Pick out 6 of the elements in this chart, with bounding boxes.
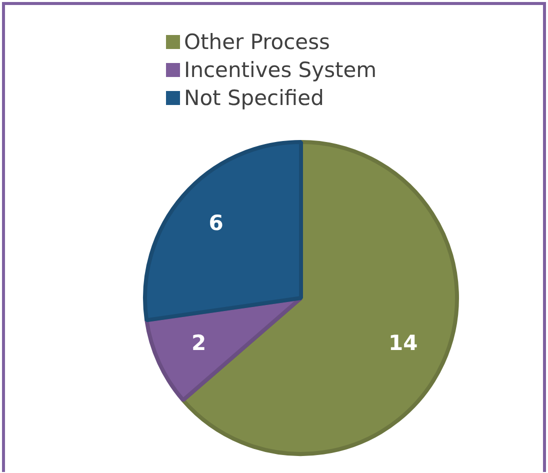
legend-label: Not Specified bbox=[184, 85, 324, 112]
legend-label: Incentives System bbox=[184, 57, 377, 84]
legend-label: Other Process bbox=[184, 29, 330, 56]
data-label: 14 bbox=[388, 331, 418, 356]
data-label: 6 bbox=[208, 210, 224, 235]
data-label: 2 bbox=[192, 331, 206, 356]
